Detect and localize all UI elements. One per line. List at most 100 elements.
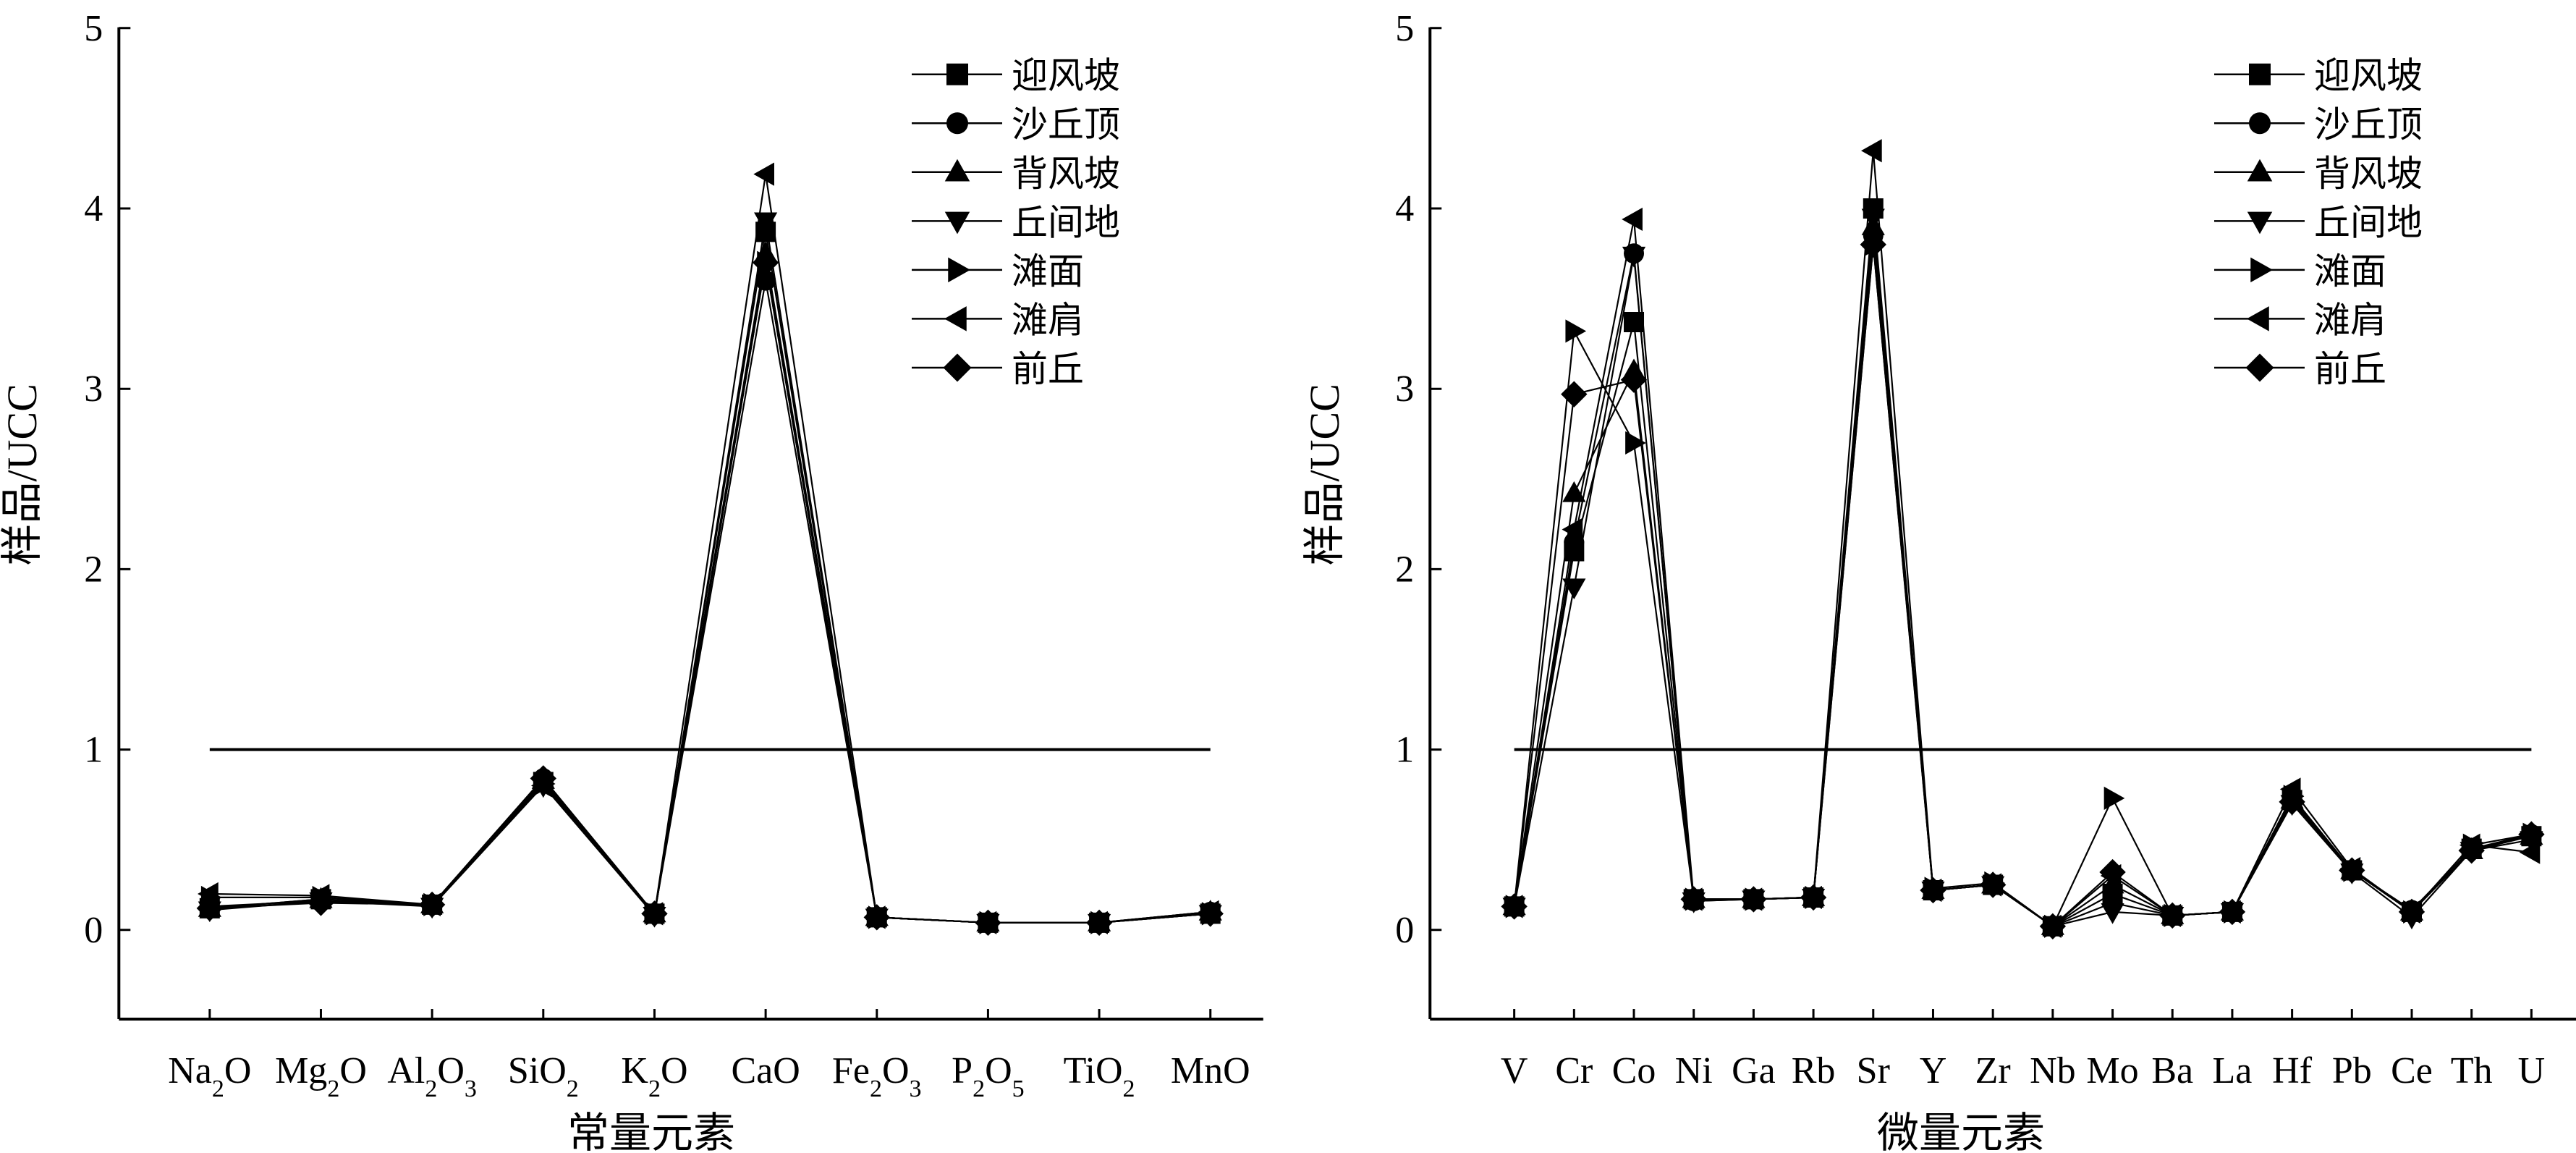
x-tick-label: MnO	[1171, 1050, 1250, 1091]
x-tick-label: Sr	[1857, 1050, 1890, 1091]
x-tick-label: Nb	[2030, 1050, 2076, 1091]
legend-marker	[944, 211, 970, 235]
series-7	[1501, 231, 2545, 940]
data-point	[1625, 431, 1646, 455]
data-point	[1562, 578, 1586, 600]
data-point	[1501, 893, 1528, 920]
series-3	[1502, 214, 2543, 935]
data-point	[1860, 139, 1882, 163]
data-point	[2219, 898, 2246, 926]
legend-marker	[2249, 63, 2271, 85]
x-tick-label: TiO2	[1064, 1050, 1135, 1102]
data-point	[2339, 857, 2365, 884]
x-tick-label: Co	[1612, 1050, 1656, 1091]
data-point	[641, 900, 668, 927]
legend-marker	[2247, 211, 2273, 235]
legend-label: 滩面	[2314, 251, 2386, 292]
data-point	[1920, 877, 1946, 904]
legend-label: 丘间地	[1012, 202, 1120, 242]
series-line	[209, 262, 1211, 924]
data-point	[1860, 231, 1886, 258]
x-tick-label: SiO2	[508, 1050, 579, 1102]
x-tick-label: Hf	[2272, 1050, 2313, 1091]
x-tick-label: Mg2O	[275, 1050, 367, 1102]
y-tick-label: 3	[84, 368, 103, 410]
legend-marker	[2249, 112, 2271, 135]
legend-label: 滩面	[1012, 251, 1084, 292]
legend-label: 沙丘顶	[1012, 104, 1120, 145]
y-tick-label: 1	[1395, 730, 1414, 771]
data-point	[2101, 903, 2124, 924]
legend-marker	[946, 63, 968, 85]
data-point	[752, 249, 779, 276]
data-point	[1861, 208, 1885, 230]
data-point	[2103, 786, 2125, 810]
y-tick-label: 1	[84, 730, 103, 771]
data-point	[1565, 319, 1587, 343]
x-tick-label: Al2O3	[387, 1050, 477, 1102]
x-tick-label: Fe2O3	[832, 1050, 922, 1102]
x-tick-label: V	[1501, 1050, 1528, 1091]
x-tick-label: Ni	[1675, 1050, 1713, 1091]
legend-label: 迎风坡	[1012, 56, 1120, 96]
legend-label: 滩肩	[2314, 300, 2386, 340]
x-tick-label: Ce	[2391, 1050, 2433, 1091]
x-tick-label: U	[2518, 1050, 2546, 1091]
legend-label: 迎风坡	[2314, 56, 2423, 96]
series-7	[196, 249, 1224, 937]
data-point	[1800, 884, 1827, 911]
series-line	[1513, 244, 2532, 928]
data-point	[2159, 902, 2186, 929]
x-tick-label: Rb	[1792, 1050, 1836, 1091]
y-tick-label: 5	[1395, 8, 1414, 49]
x-tick-label: Pb	[2332, 1050, 2372, 1091]
data-point	[2519, 840, 2541, 864]
x-axis-title: 常量元素	[567, 1110, 735, 1153]
data-point	[1562, 518, 1583, 541]
y-tick-label: 5	[84, 8, 103, 49]
y-tick-label: 0	[1395, 910, 1414, 951]
data-point	[1620, 366, 1648, 393]
legend-label: 前丘	[2314, 349, 2386, 389]
x-tick-label: Y	[1920, 1050, 1947, 1091]
x-tick-label: Ga	[1732, 1050, 1776, 1091]
data-point	[1979, 871, 2007, 898]
y-tick-label: 2	[84, 549, 103, 590]
trace-elements-panel: 微量元素 样品/UCC 0 1 2 3 4 5 V Cr Co Ni Ga Rb Sr Y Zr Nb Mo Ba…	[1301, 8, 2576, 1153]
legend-marker	[943, 353, 972, 382]
y-tick-label: 3	[1395, 368, 1414, 410]
data-point	[2398, 898, 2425, 926]
series-4	[1502, 208, 2543, 939]
data-point	[2099, 858, 2126, 886]
legend-marker	[2247, 159, 2273, 182]
data-point	[753, 162, 775, 186]
x-tick-label: P2O5	[952, 1050, 1024, 1102]
x-tick-label: Th	[2451, 1050, 2493, 1091]
y-tick-label: 4	[84, 188, 103, 229]
legend-label: 背风坡	[2314, 153, 2423, 194]
data-point	[1561, 381, 1588, 407]
legend-label: 背风坡	[1012, 153, 1120, 194]
y-axis-title: 样品/UCC	[0, 384, 46, 565]
legend-marker	[944, 159, 970, 182]
x-tick-label: Zr	[1975, 1050, 2011, 1091]
x-tick-label: CaO	[731, 1050, 800, 1091]
legend-marker	[2247, 306, 2269, 331]
major-elements-panel: 常量元素 样品/UCC 0 1 2 3 4 5 Na2O Mg2O Al2O3 SiO2 K2O Ca…	[0, 8, 1263, 1153]
data-point	[2458, 837, 2485, 864]
legend-marker	[2250, 257, 2273, 283]
data-point	[2279, 788, 2305, 816]
data-point	[975, 909, 1001, 937]
x-axis-title: 微量元素	[1877, 1110, 2045, 1153]
y-axis-title: 样品/UCC	[1301, 384, 1348, 565]
x-tick-label: Na2O	[168, 1050, 251, 1102]
legend-label: 前丘	[1012, 349, 1084, 389]
x-tick-label: Cr	[1555, 1050, 1593, 1091]
legend-label: 滩肩	[1012, 300, 1084, 340]
y-tick-label: 2	[1395, 549, 1414, 590]
x-tick-label: Mo	[2086, 1050, 2138, 1091]
data-point	[308, 890, 334, 916]
y-tick-label: 4	[1395, 188, 1414, 229]
